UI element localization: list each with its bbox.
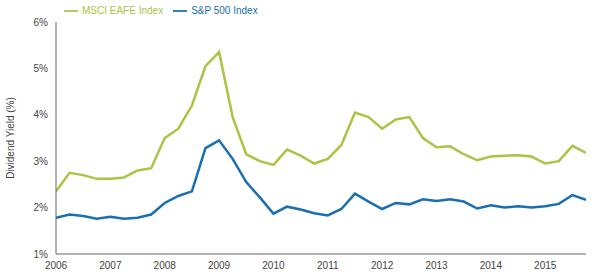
svg-text:2006: 2006 (45, 260, 68, 271)
svg-text:2013: 2013 (425, 260, 448, 271)
svg-text:2012: 2012 (371, 260, 394, 271)
svg-text:1%: 1% (34, 249, 49, 260)
svg-text:Dividend Yield (%): Dividend Yield (%) (5, 97, 16, 179)
svg-text:2007: 2007 (99, 260, 122, 271)
svg-text:2010: 2010 (262, 260, 285, 271)
html-text:MSCI EAFE Index: MSCI EAFE Index (82, 4, 164, 16)
svg-text:2%: 2% (34, 202, 49, 213)
svg-text:2011: 2011 (317, 260, 339, 271)
svg-text:2015: 2015 (534, 260, 557, 271)
svg-text:5%: 5% (34, 63, 49, 74)
svg-text:3%: 3% (34, 156, 49, 167)
svg-text:4%: 4% (34, 109, 49, 120)
svg-text:2014: 2014 (480, 260, 503, 271)
svg-text:2008: 2008 (154, 260, 177, 271)
svg-text:6%: 6% (34, 17, 49, 28)
html-text:S&P 500 Index: S&P 500 Index (191, 4, 258, 16)
svg-text:2009: 2009 (208, 260, 231, 271)
